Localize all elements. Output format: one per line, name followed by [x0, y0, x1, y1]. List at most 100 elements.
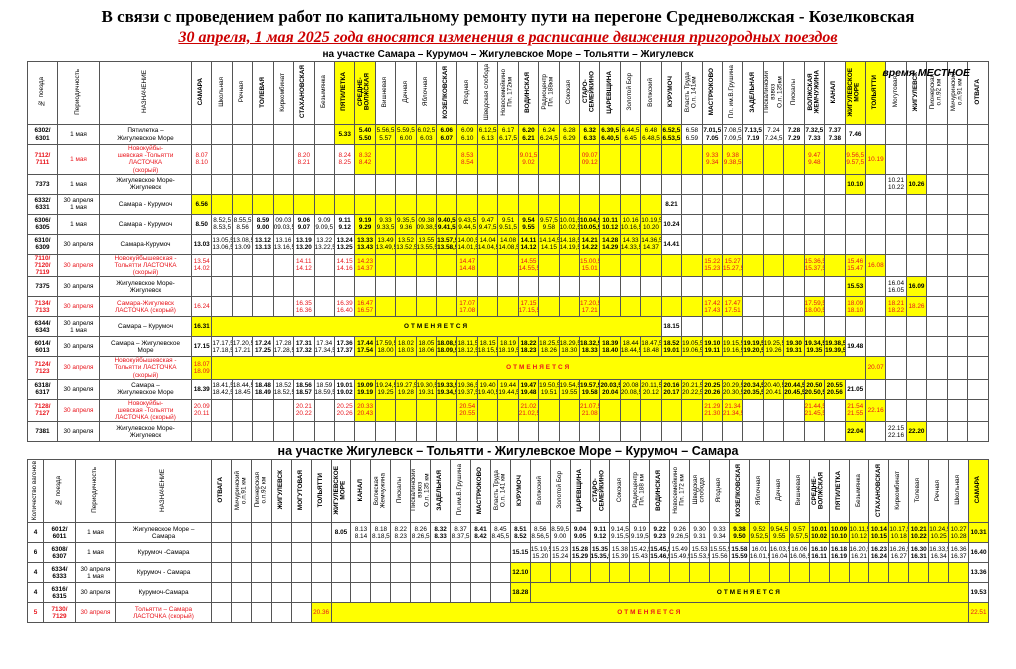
time-cell [558, 296, 581, 318]
station-header: КОЗЕЛКОВСКАЯ [436, 61, 458, 125]
time-cell [803, 233, 826, 255]
time-cell [270, 562, 292, 584]
station-header: КАНАЛ [824, 61, 846, 125]
train-number: 7130/ 7129 [43, 602, 76, 624]
time-cell [252, 193, 274, 215]
time-cell [946, 253, 969, 278]
time-cell [967, 378, 989, 400]
time-cell: 10.01,5 10.02,5 [558, 213, 581, 235]
time-cell: 15.58 15.59 [728, 542, 750, 564]
time-cell: 9.38 9.50 [728, 522, 750, 544]
train-destination: Самара - Курумоч [99, 193, 192, 215]
time-cell [395, 253, 417, 278]
train-row: 6302/ 6301 1 мая Пятилетка – Жигулевское М… [27, 124, 989, 145]
time-cell [497, 193, 519, 215]
time-cell: 6.32 6.33 [579, 124, 601, 145]
time-cell [230, 522, 252, 544]
time-cell [476, 296, 499, 318]
train-row: 6332/ 6331 30 апреля 1 мая Самара - Курумо… [27, 193, 989, 215]
time-cell [476, 253, 499, 278]
time-cell [370, 562, 392, 584]
time-cell [660, 421, 683, 443]
time-cell: 14.18,5 14.19,5 [558, 233, 581, 255]
time-cell: 19.57,5 19.58 [579, 378, 601, 400]
time-cell [926, 398, 948, 423]
train-period: 1 мая [57, 124, 100, 145]
station-header: Школьная [948, 459, 970, 524]
station-header: Речная [928, 459, 950, 524]
time-cell [252, 276, 274, 298]
train-row: 6306/ 6305 1 мая Самара - Курумоч 8.50 8.52,… [27, 213, 989, 235]
time-cell [313, 296, 335, 318]
time-cell [803, 421, 826, 443]
time-cell [619, 296, 642, 318]
time-cell: 15.42,5 15.43 [629, 542, 651, 564]
time-cell: 8.59,5 9.00 [549, 522, 571, 544]
station-header: ЖИГУЛЕВСК [270, 459, 292, 524]
time-cell: 16.01 16.01,5 [748, 542, 770, 564]
time-cell: 15.00,5 15.01 [579, 253, 601, 278]
train-row: 7134/ 7133 30 апреля Самара-Жигулевск ЛАСТ… [27, 296, 989, 318]
time-cell: 10.21 10.22 [908, 522, 930, 544]
time-cell: 17.15 [190, 336, 213, 358]
time-cell [415, 398, 438, 423]
time-cell: 21.29 21.30 [701, 398, 723, 423]
train-period: 1 мая [75, 542, 116, 564]
column-header: Количество вагонов [27, 459, 44, 524]
time-cell: 16.35 16.36 [293, 296, 315, 318]
time-cell [517, 276, 540, 298]
time-cell [742, 296, 764, 318]
time-cell [211, 193, 233, 215]
time-cell [211, 276, 233, 298]
time-cell: 19.19,5 19.20,5 [742, 336, 764, 358]
time-cell: 19.44 19.44,5 [497, 378, 519, 400]
time-cell: 20.50 20.50,5 [803, 378, 826, 400]
time-cell: 14.14,5 14.15 [538, 233, 560, 255]
time-cell [721, 421, 744, 443]
time-cell [926, 296, 948, 318]
time-cell [681, 193, 703, 215]
train-number: 6014/ 6013 [27, 336, 58, 358]
time-cell: 13.52 13.52,5 [395, 233, 417, 255]
time-cell [310, 562, 332, 584]
time-cell [476, 173, 499, 195]
time-cell [967, 296, 989, 318]
time-cell [967, 213, 989, 235]
time-cell: 8.24 8.25 [333, 144, 356, 175]
time-cell: 15.53 15.53,5 [689, 542, 711, 564]
time-cell [313, 173, 335, 195]
time-cell [689, 562, 711, 584]
time-cell: 14.00,5 14.01,5 [456, 233, 478, 255]
train-row: 7381 30 апреля Жигулевское Море- Жигулевск… [27, 421, 989, 443]
time-cell [967, 253, 989, 278]
train-number: 6344/ 6343 [27, 316, 58, 338]
time-cell [270, 602, 292, 624]
time-cell [721, 213, 744, 235]
time-cell [905, 233, 928, 255]
time-cell [885, 144, 907, 175]
time-cell [469, 582, 491, 604]
time-cell: 21.54 21.55 [844, 398, 866, 423]
station-header: ТОЛЬЯТТИ [864, 61, 887, 125]
time-cell: 17.34 17.34,5 [313, 336, 335, 358]
time-cell: 13.12 13.13 [252, 233, 274, 255]
time-cell [489, 542, 511, 564]
time-cell: 8.26 8.26,5 [410, 522, 432, 544]
time-cell: 18.09 18.10 [844, 296, 866, 318]
time-cell: 10.04,5 10.05,5 [579, 213, 601, 235]
time-cell: 13.33 13.43 [354, 233, 376, 255]
time-cell: 14.33 14.33,5 [619, 233, 642, 255]
time-cell [967, 356, 989, 380]
time-cell [415, 173, 438, 195]
time-cell [370, 542, 392, 564]
column-header: Периодичность [57, 61, 100, 125]
time-cell [558, 253, 581, 278]
train-period: 30 апреля [57, 378, 100, 400]
time-cell [681, 316, 703, 338]
station-header: Ягодная [456, 61, 478, 125]
time-cell: 09.03 09.03,5 [272, 213, 295, 235]
time-cell [310, 542, 332, 564]
time-cell [783, 421, 805, 443]
time-cell [946, 356, 969, 380]
time-cell: 14.15 14.16 [333, 253, 356, 278]
